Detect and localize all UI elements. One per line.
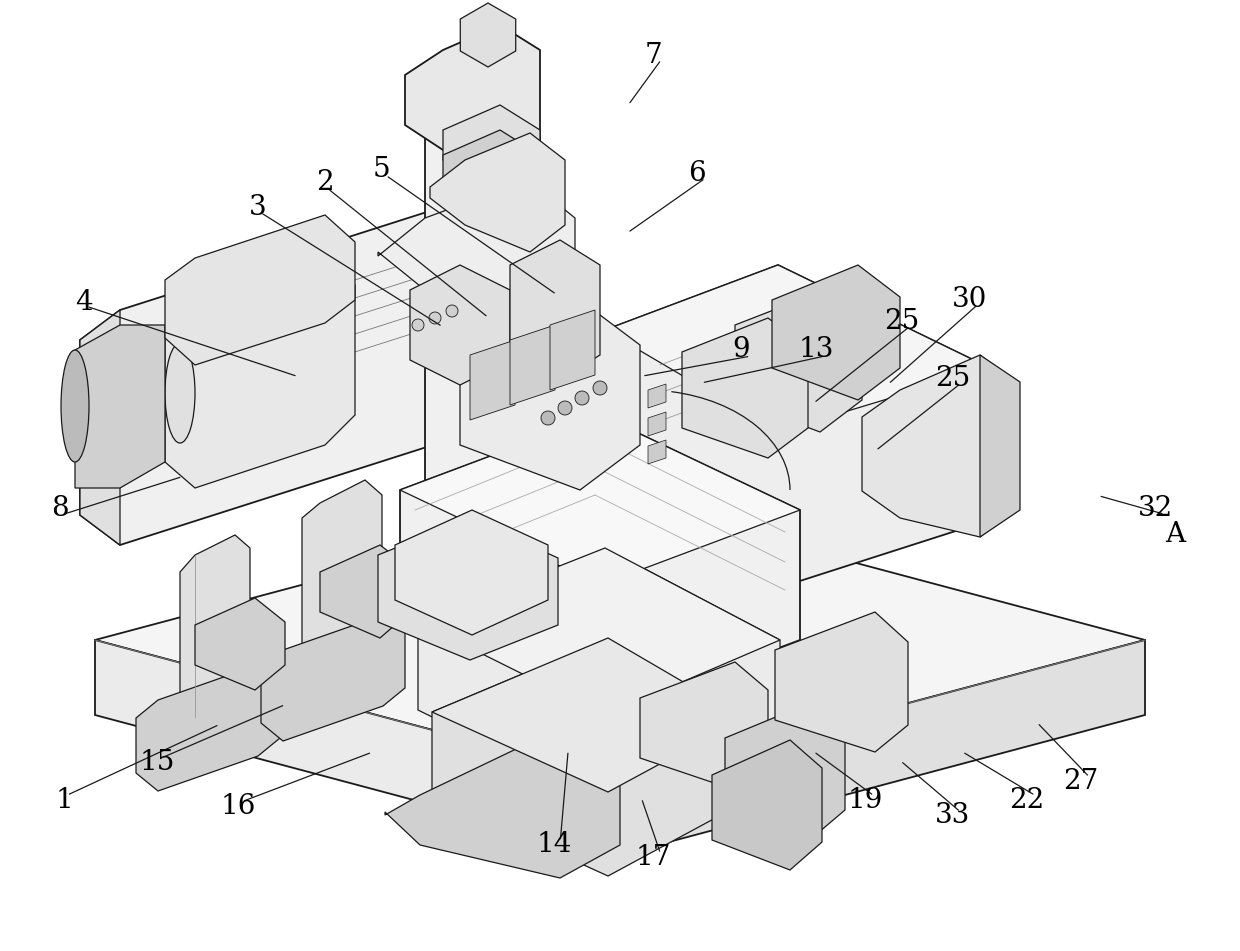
Circle shape <box>446 305 458 317</box>
Polygon shape <box>396 510 548 635</box>
Polygon shape <box>401 415 800 585</box>
Polygon shape <box>620 640 1145 855</box>
Text: 3: 3 <box>249 194 267 221</box>
Polygon shape <box>460 300 640 490</box>
Polygon shape <box>551 310 595 390</box>
Text: 32: 32 <box>1138 495 1173 522</box>
Polygon shape <box>195 598 285 690</box>
Polygon shape <box>510 325 556 405</box>
Polygon shape <box>712 740 822 870</box>
Polygon shape <box>378 518 558 660</box>
Polygon shape <box>432 638 745 792</box>
Polygon shape <box>418 548 780 715</box>
Text: 25: 25 <box>884 308 919 335</box>
Circle shape <box>541 411 556 425</box>
Polygon shape <box>425 72 528 605</box>
Polygon shape <box>432 638 745 876</box>
Text: 25: 25 <box>935 365 970 392</box>
Polygon shape <box>320 545 410 638</box>
Polygon shape <box>165 258 355 488</box>
Polygon shape <box>430 133 565 252</box>
Polygon shape <box>980 355 1021 537</box>
Text: 4: 4 <box>76 289 93 316</box>
Polygon shape <box>640 662 768 790</box>
Polygon shape <box>303 480 382 670</box>
Text: 8: 8 <box>51 495 68 522</box>
Text: 14: 14 <box>537 831 572 858</box>
Polygon shape <box>605 265 990 432</box>
Polygon shape <box>401 415 800 715</box>
Polygon shape <box>74 325 165 488</box>
Text: 22: 22 <box>1009 787 1044 814</box>
Text: 15: 15 <box>140 749 175 776</box>
Text: 5: 5 <box>373 156 391 183</box>
Circle shape <box>575 391 589 405</box>
Polygon shape <box>418 548 780 802</box>
Text: 19: 19 <box>848 787 883 814</box>
Polygon shape <box>378 180 575 328</box>
Polygon shape <box>384 728 620 878</box>
Text: 2: 2 <box>316 169 334 196</box>
Polygon shape <box>443 105 539 185</box>
Polygon shape <box>649 440 666 464</box>
Circle shape <box>558 401 572 415</box>
Text: 17: 17 <box>636 844 671 871</box>
Text: 30: 30 <box>952 286 987 313</box>
Polygon shape <box>735 292 862 432</box>
Polygon shape <box>405 25 539 175</box>
Polygon shape <box>773 265 900 400</box>
Circle shape <box>593 381 608 395</box>
Text: 6: 6 <box>688 160 706 186</box>
Ellipse shape <box>165 343 195 443</box>
Polygon shape <box>470 340 515 420</box>
Text: A: A <box>1166 521 1185 548</box>
Polygon shape <box>682 318 808 458</box>
Polygon shape <box>165 215 355 365</box>
Polygon shape <box>862 355 1016 537</box>
Polygon shape <box>649 412 666 436</box>
Text: 7: 7 <box>645 42 662 68</box>
Polygon shape <box>81 195 520 545</box>
Ellipse shape <box>61 350 89 462</box>
Polygon shape <box>81 310 120 545</box>
Polygon shape <box>95 500 1145 780</box>
Text: 9: 9 <box>733 337 750 363</box>
Polygon shape <box>410 265 510 385</box>
Polygon shape <box>605 265 990 588</box>
Text: 27: 27 <box>1064 768 1099 795</box>
Polygon shape <box>510 240 600 380</box>
Polygon shape <box>649 384 666 408</box>
Text: 33: 33 <box>935 803 970 829</box>
Text: 1: 1 <box>56 787 73 814</box>
Polygon shape <box>260 615 405 741</box>
Text: 13: 13 <box>799 337 833 363</box>
Circle shape <box>412 319 424 331</box>
Text: 16: 16 <box>221 793 255 820</box>
Polygon shape <box>775 612 908 752</box>
Polygon shape <box>443 130 539 220</box>
Polygon shape <box>460 3 516 67</box>
Circle shape <box>429 312 441 324</box>
Polygon shape <box>95 640 620 855</box>
Polygon shape <box>136 665 280 791</box>
Polygon shape <box>180 535 250 717</box>
Polygon shape <box>725 702 844 838</box>
